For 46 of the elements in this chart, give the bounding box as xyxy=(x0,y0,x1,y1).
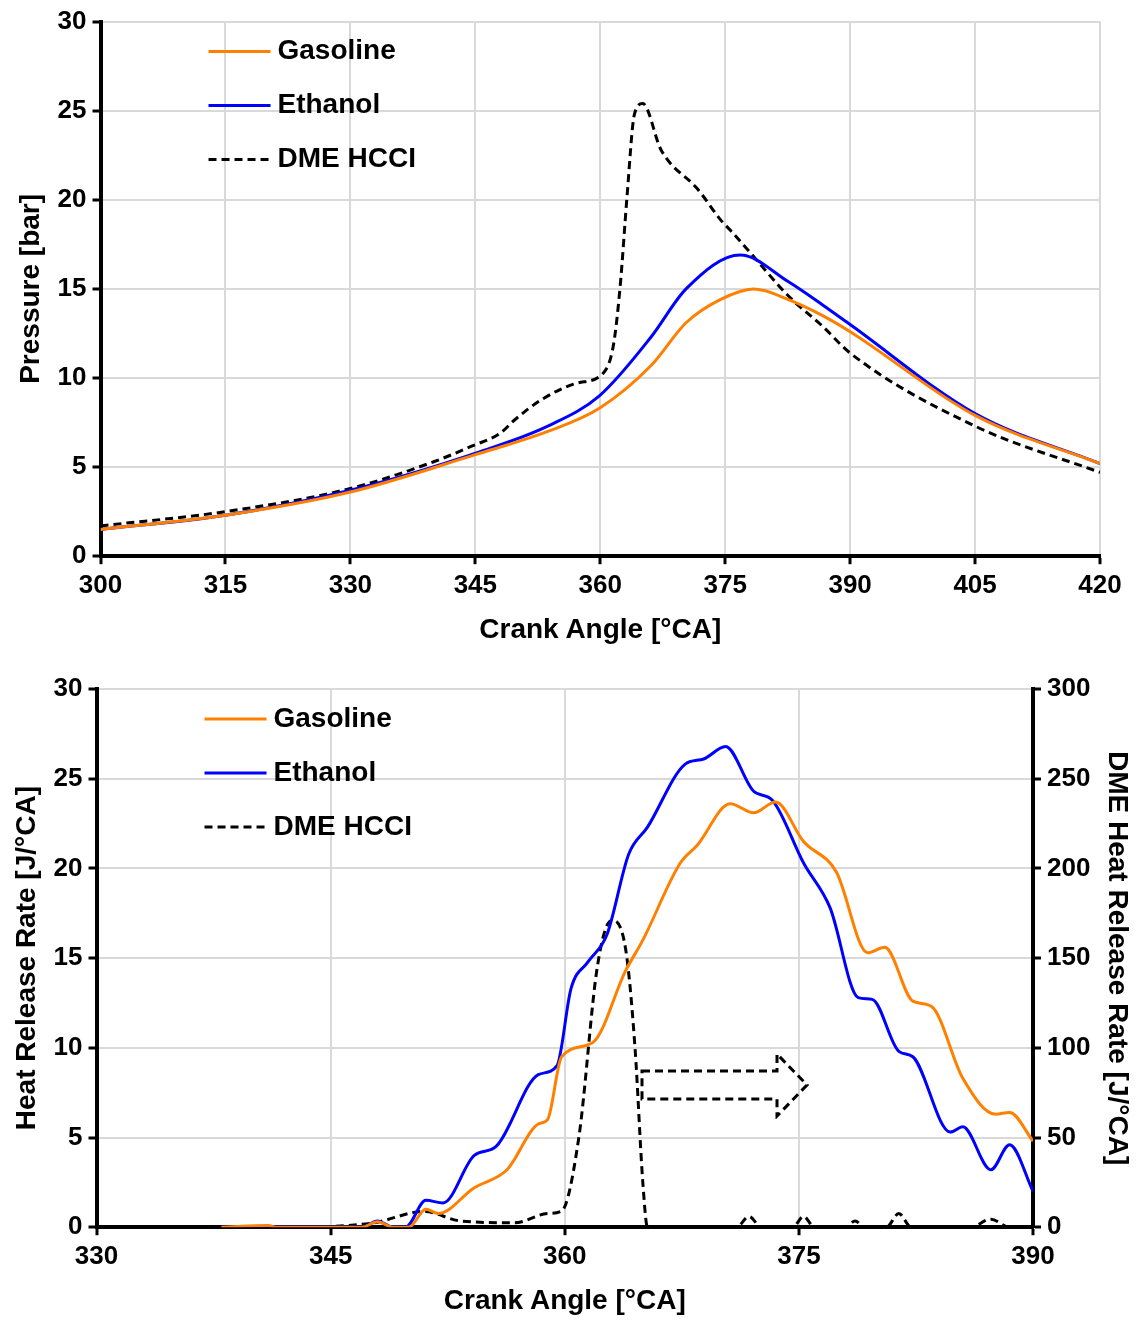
x-tick-label: 390 xyxy=(1011,1239,1055,1270)
y-axis-title: Pressure [bar] xyxy=(13,193,45,384)
x-tick-label: 360 xyxy=(543,1239,587,1270)
y-tick-label: 30 xyxy=(53,672,83,703)
y-tick-label: 10 xyxy=(53,1030,83,1061)
x-tick-label: 375 xyxy=(703,568,747,599)
legend-label: Ethanol xyxy=(277,88,381,120)
y2-tick-label: 100 xyxy=(1047,1030,1091,1061)
y2-tick-label: 0 xyxy=(1047,1210,1062,1241)
x-tick-label: 300 xyxy=(78,568,123,599)
x-tick-label: 420 xyxy=(1078,568,1122,599)
legend-label: Gasoline xyxy=(273,701,392,733)
y-tick-label: 20 xyxy=(53,851,83,882)
y-tick-label: 25 xyxy=(53,761,83,792)
y2-axis-title: DME Heat Release Rate [J/°CA] xyxy=(1103,750,1135,1166)
y-tick-label: 10 xyxy=(57,361,87,392)
x-tick-label: 345 xyxy=(453,568,498,599)
y-tick-label: 30 xyxy=(57,4,87,35)
y-tick-label: 20 xyxy=(57,182,87,213)
legend-label: Gasoline xyxy=(277,34,396,66)
x-tick-label: 405 xyxy=(953,568,997,599)
y-tick-label: 15 xyxy=(53,941,83,972)
y-axis-title: Heat Release Rate [J/°CA] xyxy=(9,785,41,1131)
x-axis-title: Crank Angle [°CA] xyxy=(443,1283,686,1315)
legend-label: DME HCCI xyxy=(277,142,416,174)
y-tick-label: 25 xyxy=(57,93,87,124)
y-tick-label: 5 xyxy=(72,450,87,481)
y2-tick-label: 300 xyxy=(1047,672,1091,703)
x-tick-label: 315 xyxy=(203,568,248,599)
x-tick-label: 345 xyxy=(308,1239,353,1270)
y2-tick-label: 200 xyxy=(1047,851,1091,882)
y-tick-label: 5 xyxy=(68,1120,83,1151)
y-tick-label: 15 xyxy=(57,272,87,303)
y2-tick-label: 150 xyxy=(1047,941,1091,972)
y-tick-label: 0 xyxy=(68,1210,83,1241)
x-tick-label: 390 xyxy=(828,568,872,599)
y-tick-label: 0 xyxy=(72,539,87,570)
x-tick-label: 330 xyxy=(328,568,373,599)
x-tick-label: 375 xyxy=(777,1239,821,1270)
y2-tick-label: 50 xyxy=(1047,1120,1076,1151)
legend-label: Ethanol xyxy=(273,755,377,787)
x-tick-label: 360 xyxy=(578,568,622,599)
x-axis-title: Crank Angle [°CA] xyxy=(479,612,722,644)
legend-label: DME HCCI xyxy=(273,809,412,841)
y2-tick-label: 250 xyxy=(1047,761,1091,792)
x-tick-label: 330 xyxy=(74,1239,119,1270)
